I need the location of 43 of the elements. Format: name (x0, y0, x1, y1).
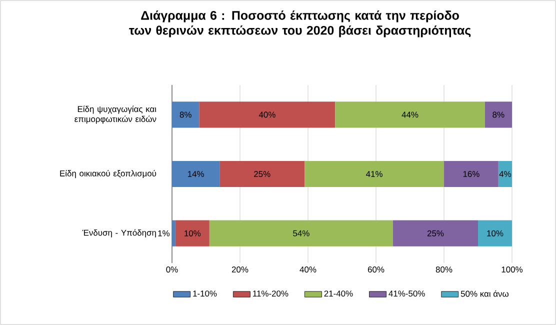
bar (478, 220, 512, 246)
x-tick-label: 0% (166, 266, 178, 273)
x-tick-label: 100% (502, 266, 523, 273)
bar (498, 160, 512, 188)
bar (484, 102, 512, 128)
x-tick-label: 60% (368, 266, 384, 273)
x-tick-label: 20% (232, 266, 248, 273)
y-tick-label: Ένδυση - Υπόδηση (82, 229, 156, 238)
data-label: 40% (258, 112, 276, 118)
data-label: 41% (366, 171, 382, 177)
bar (220, 160, 305, 188)
bar (172, 220, 176, 246)
data-label: 14% (188, 171, 204, 177)
data-label: 16% (463, 171, 480, 177)
legend-label: 21-40% (324, 290, 353, 297)
bar (199, 102, 336, 128)
data-label: 4% (499, 171, 512, 177)
bar (209, 220, 394, 246)
x-tick-label: 40% (300, 266, 316, 273)
bar (172, 160, 220, 188)
data-label: 54% (293, 230, 310, 236)
bar (393, 220, 478, 246)
data-label: 25% (254, 171, 270, 177)
data-label: 8% (180, 112, 192, 118)
y-tick-label: Είδη οικιακού εξοπλισμού (60, 170, 156, 178)
legend-label: 50% και άνω (460, 290, 509, 297)
data-label: 25% (427, 230, 444, 236)
y-tick-label: Είδη ψυχαγωγίας και επιμορφωτικών ειδών (74, 106, 156, 124)
legend-label: 41%-50% (388, 290, 425, 297)
bar (444, 160, 498, 188)
data-label: 44% (402, 112, 418, 118)
data-label: 8% (492, 112, 504, 118)
legend-label: 11%-20% (253, 290, 288, 297)
bar (175, 220, 210, 246)
bar (172, 102, 200, 128)
x-tick-label: 80% (436, 266, 452, 273)
data-label: 10% (184, 230, 201, 236)
data-label: 1% (158, 230, 170, 236)
legend-label: 1-10% (193, 290, 217, 297)
data-label: 10% (487, 230, 504, 236)
bar (335, 102, 485, 128)
bar (304, 160, 444, 188)
chart-title: Διάγραμμα 6 : Ποσοστό έκπτωσης κατά την περίοδο των θερινών εκπτώσεων του 2020 βάσει δραστηριότητας (129, 10, 471, 38)
